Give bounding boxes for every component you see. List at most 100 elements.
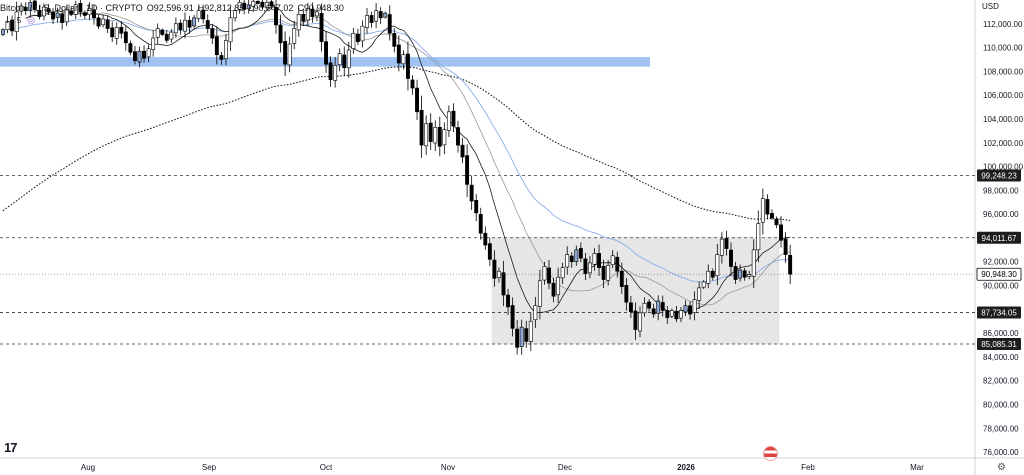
purple-circle-icon[interactable]: ◎: [27, 15, 36, 25]
candle-body-109: [496, 270, 501, 278]
candle-12: [55, 7, 60, 23]
candle-156: [710, 268, 715, 281]
us-flag-icon[interactable]: [763, 446, 778, 461]
candle-body-116: [528, 320, 533, 342]
candle-body-125: [569, 255, 574, 263]
candle-body-154: [701, 281, 706, 288]
candle-body-12: [55, 12, 60, 18]
candle-body-26: [119, 27, 124, 34]
candle-body-67: [305, 8, 310, 21]
candle-body-94: [428, 122, 433, 142]
currency-label[interactable]: USD: [982, 2, 999, 11]
candle-79: [360, 20, 365, 48]
candle-body-101: [460, 144, 465, 158]
candle-35: [160, 28, 165, 37]
candle-body-135: [615, 256, 620, 272]
candle-21: [96, 14, 101, 30]
candle-body-152: [692, 299, 697, 313]
candle-body-168: [765, 199, 770, 215]
candle-body-28: [128, 43, 133, 53]
candle-54: [246, 0, 251, 14]
candle-body-10: [46, 8, 51, 13]
candle-body-161: [733, 266, 738, 280]
symbol-title[interactable]: Bitcoin / U.S. Dollar · 1D · CRYPTO: [0, 3, 143, 13]
candle-body-35: [160, 29, 165, 35]
candle-158: [719, 232, 724, 264]
candle-body-32: [146, 48, 151, 58]
candle-92: [419, 95, 424, 158]
candle-26: [119, 21, 124, 39]
y-tick-label: 80,000.00: [983, 400, 1019, 409]
candle-33: [151, 30, 156, 57]
candle-body-52: [237, 2, 242, 10]
candle-body-113: [515, 328, 520, 348]
indicator-toggle[interactable]: ⌄ 5 ◎: [4, 15, 35, 26]
candle-69: [314, 8, 319, 22]
y-tick-label: 86,000.00: [983, 329, 1019, 338]
y-tick-label: 108,000.00: [983, 67, 1024, 76]
candle-body-2: [10, 19, 15, 32]
candle-38: [173, 17, 178, 38]
candle-body-171: [779, 224, 784, 241]
candle-body-25: [114, 27, 119, 39]
tradingview-logo[interactable]: 17: [4, 440, 18, 455]
candle-body-58: [264, 2, 269, 9]
price-label-box: [977, 306, 1021, 319]
candle-90: [410, 75, 415, 95]
candle-44: [201, 6, 206, 24]
price-label-box: [977, 337, 1021, 350]
candle-18: [82, 10, 87, 20]
y-tick-label: 82,000.00: [983, 377, 1019, 386]
candle-body-65: [296, 13, 301, 31]
candle-23: [105, 16, 110, 33]
candle-body-43: [196, 10, 201, 19]
y-tick-label: 110,000.00: [983, 44, 1023, 53]
ma-blue-50: [2, 18, 791, 283]
candle-body-169: [769, 213, 774, 218]
candle-body-83: [378, 11, 383, 19]
candle-body-20: [92, 9, 96, 19]
candle-88: [401, 50, 406, 70]
candle-124: [565, 246, 570, 275]
candle-105: [478, 207, 483, 240]
candle-body-128: [583, 258, 588, 274]
candle-119: [542, 261, 547, 285]
candle-134: [610, 250, 615, 269]
candle-body-121: [551, 282, 556, 297]
candle-body-134: [610, 255, 615, 265]
candle-body-55: [251, 0, 256, 7]
candle-165: [751, 239, 756, 289]
gear-icon[interactable]: ⚙: [997, 462, 1006, 473]
price-label-3: 87,734.05: [977, 306, 1021, 319]
candle-body-157: [715, 254, 720, 277]
candle-body-86: [392, 33, 397, 47]
candle-7: [32, 0, 37, 13]
candle-103: [469, 175, 474, 210]
candle-143: [651, 303, 656, 318]
candle-body-81: [369, 15, 374, 23]
candle-14: [64, 5, 69, 27]
candle-161: [733, 261, 738, 285]
candle-body-131: [597, 253, 602, 268]
candle-body-114: [519, 326, 524, 347]
candle-30: [137, 46, 142, 68]
candle-body-53: [242, 2, 247, 10]
candle-body-49: [224, 40, 228, 60]
chevron-down-icon[interactable]: ⌄: [4, 16, 11, 25]
candle-173: [788, 244, 793, 285]
candles-layer: [1, 0, 793, 355]
candle-body-51: [233, 10, 237, 19]
candle-body-148: [674, 310, 679, 320]
candle-body-118: [537, 280, 542, 307]
candle-body-4: [19, 5, 24, 12]
candle-body-15: [69, 10, 74, 15]
candle-body-42: [192, 17, 197, 27]
candle-58: [264, 0, 269, 12]
candle-body-102: [465, 155, 470, 185]
candle-body-34: [155, 28, 160, 38]
candle-160: [729, 242, 733, 277]
candle-78: [355, 28, 360, 45]
time-axis[interactable]: Aug Sep Oct Nov Dec 2026 Feb Mar: [81, 463, 924, 472]
candle-73: [333, 56, 338, 88]
